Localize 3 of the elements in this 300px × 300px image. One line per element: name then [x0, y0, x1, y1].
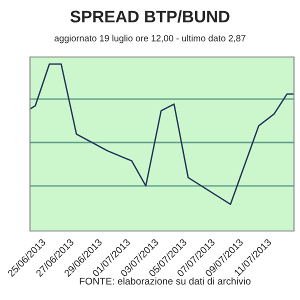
chart-title: SPREAD BTP/BUND	[70, 10, 230, 23]
chart-subtitle: aggiornato 19 luglio ore 12,00 - ultimo dato 2,87	[54, 34, 246, 44]
source-note: FONTE: elaborazione su dati di archivio	[80, 277, 251, 285]
